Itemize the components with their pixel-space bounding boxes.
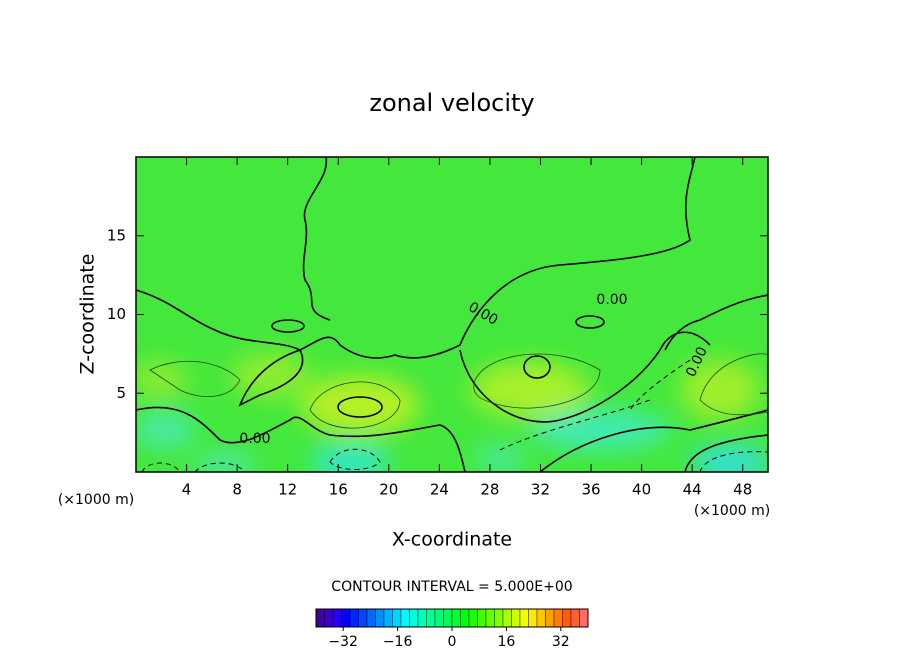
colorbar-band	[553, 608, 563, 628]
colorbar-band	[417, 608, 427, 628]
contour-line	[302, 157, 331, 321]
colorbar-band	[332, 608, 342, 628]
colorbar-band	[519, 608, 529, 628]
contour-line	[309, 381, 401, 429]
y-unit: (×1000 m)	[58, 492, 134, 508]
contour-line	[337, 396, 383, 418]
x-tick-label: 32	[531, 481, 550, 499]
x-tick-label: 4	[182, 481, 192, 499]
colorbar-band	[460, 608, 470, 628]
colorbar-band	[451, 608, 461, 628]
field-shading	[136, 353, 768, 472]
colorbar-band	[562, 608, 572, 628]
colorbar-band	[579, 608, 589, 628]
contour-line	[539, 409, 768, 472]
colorbar-tick-label: 16	[497, 634, 515, 650]
contour-line	[149, 360, 241, 397]
x-tick-label: 12	[278, 481, 297, 499]
x-tick-label: 36	[581, 481, 600, 499]
contour-line	[271, 319, 305, 333]
contour-line	[136, 406, 466, 472]
x-unit: (×1000 m)	[694, 503, 770, 519]
contour-line	[141, 462, 246, 472]
colorbar-band	[366, 608, 376, 628]
colorbar-band	[528, 608, 538, 628]
contour-line	[136, 157, 696, 359]
x-tick-label: 8	[232, 481, 242, 499]
colorbar-band	[443, 608, 453, 628]
contour-line	[664, 294, 768, 351]
colorbar-band	[426, 608, 436, 628]
field-background	[136, 157, 768, 472]
colorbar-band	[434, 608, 444, 628]
colorbar-band	[485, 608, 495, 628]
colorbar-band	[392, 608, 402, 628]
y-tick-label: 5	[116, 384, 126, 402]
x-tick-label: 44	[683, 481, 702, 499]
contour-label: 0.00	[596, 292, 627, 308]
x-tick-label: 16	[329, 481, 348, 499]
colorbar-band	[315, 608, 325, 628]
colorbar-band	[341, 608, 351, 628]
contour-line	[699, 451, 768, 472]
colorbar-band	[511, 608, 521, 628]
y-tick-label: 15	[107, 226, 126, 244]
x-tick-label: 20	[379, 481, 398, 499]
colorbar-band	[502, 608, 512, 628]
contour-line	[684, 434, 768, 472]
colorbar-band	[349, 608, 359, 628]
colorbar-tick-label: 32	[552, 634, 570, 650]
contour-line	[238, 349, 304, 407]
colorbar: −32 −16 0 16 32	[315, 608, 589, 650]
contour-line	[523, 355, 551, 379]
y-tick-label: 10	[107, 305, 126, 323]
colorbar-tick-label: 0	[448, 634, 457, 650]
colorbar-band	[375, 608, 385, 628]
colorbar-band	[468, 608, 478, 628]
colorbar-band	[570, 608, 580, 628]
contour-line	[499, 359, 691, 451]
contour-line	[699, 353, 768, 416]
x-tick-label: 24	[430, 481, 449, 499]
x-tick-label: 40	[632, 481, 651, 499]
colorbar-tick-label: −16	[383, 634, 413, 650]
contour-label: 0.00	[239, 431, 270, 447]
x-tick-label: 48	[733, 481, 752, 499]
x-tick-label: 28	[480, 481, 499, 499]
colorbar-band	[409, 608, 419, 628]
contour-line	[329, 448, 381, 470]
colorbar-band	[545, 608, 555, 628]
colorbar-band	[494, 608, 504, 628]
contour-line	[473, 353, 601, 409]
colorbar-band	[400, 608, 410, 628]
y-axis-title: Z-coordinate	[77, 254, 99, 375]
colorbar-band	[324, 608, 334, 628]
colorbar-band	[536, 608, 546, 628]
colorbar-band	[383, 608, 393, 628]
chart-title: zonal velocity	[369, 89, 534, 117]
colorbar-band	[358, 608, 368, 628]
contour-line	[575, 315, 605, 329]
field	[136, 157, 768, 472]
x-axis-title: X-coordinate	[392, 529, 512, 551]
contour-interval: CONTOUR INTERVAL = 5.000E+00	[331, 579, 572, 595]
colorbar-band	[477, 608, 487, 628]
colorbar-tick-label: −32	[328, 634, 358, 650]
